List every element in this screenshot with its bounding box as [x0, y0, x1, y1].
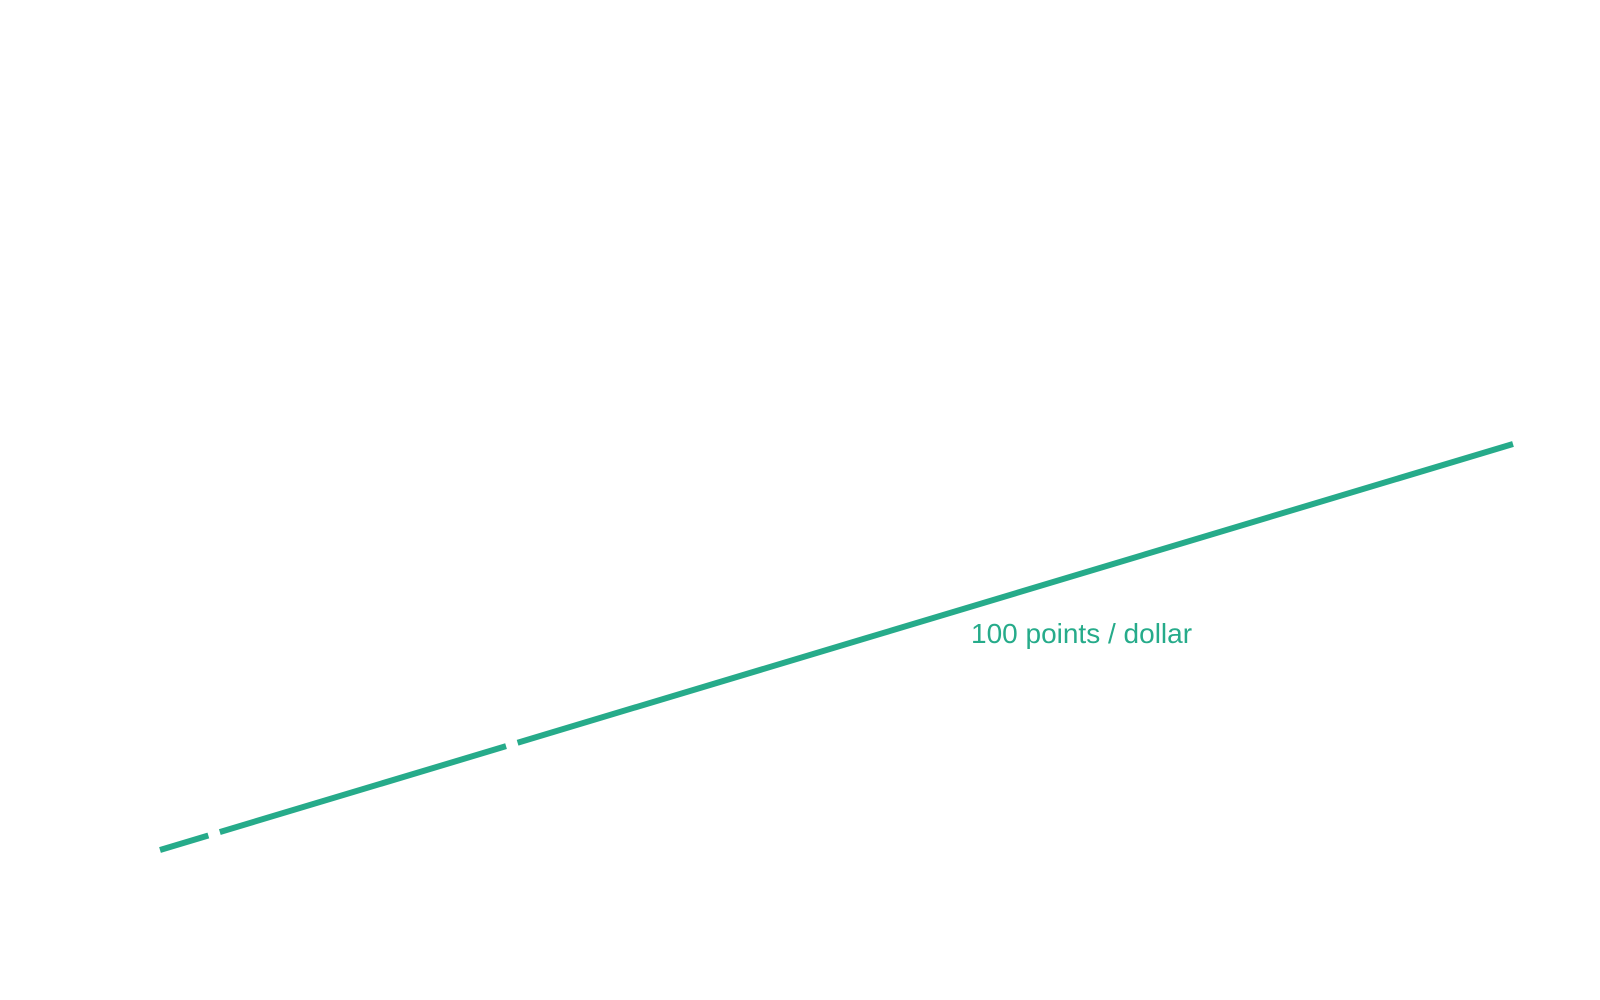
label-layer: 100 points / dollar	[971, 618, 1192, 649]
line-gap-0	[205, 823, 223, 845]
line-gap-1	[503, 734, 521, 755]
series-label-points-per-dollar: 100 points / dollar	[971, 618, 1192, 649]
series-layer	[159, 441, 1514, 853]
series-line-points-per-dollar	[159, 441, 1514, 853]
